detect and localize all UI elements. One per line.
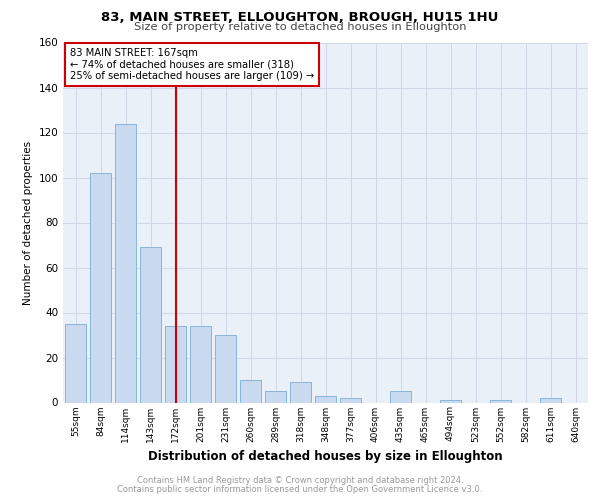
Bar bbox=[290, 382, 311, 402]
Bar bbox=[215, 335, 236, 402]
X-axis label: Distribution of detached houses by size in Elloughton: Distribution of detached houses by size … bbox=[148, 450, 503, 463]
Bar bbox=[490, 400, 511, 402]
Bar bbox=[190, 326, 211, 402]
Bar bbox=[315, 396, 336, 402]
Text: Contains public sector information licensed under the Open Government Licence v3: Contains public sector information licen… bbox=[118, 484, 482, 494]
Bar bbox=[140, 247, 161, 402]
Bar bbox=[115, 124, 136, 402]
Bar bbox=[65, 324, 86, 402]
Bar bbox=[165, 326, 186, 402]
Bar bbox=[540, 398, 561, 402]
Text: 83 MAIN STREET: 167sqm
← 74% of detached houses are smaller (318)
25% of semi-de: 83 MAIN STREET: 167sqm ← 74% of detached… bbox=[70, 48, 314, 81]
Bar bbox=[265, 391, 286, 402]
Text: Contains HM Land Registry data © Crown copyright and database right 2024.: Contains HM Land Registry data © Crown c… bbox=[137, 476, 463, 485]
Text: 83, MAIN STREET, ELLOUGHTON, BROUGH, HU15 1HU: 83, MAIN STREET, ELLOUGHTON, BROUGH, HU1… bbox=[101, 11, 499, 24]
Bar bbox=[390, 391, 411, 402]
Bar bbox=[240, 380, 261, 402]
Text: Size of property relative to detached houses in Elloughton: Size of property relative to detached ho… bbox=[134, 22, 466, 32]
Bar bbox=[440, 400, 461, 402]
Y-axis label: Number of detached properties: Number of detached properties bbox=[23, 140, 33, 304]
Bar bbox=[90, 173, 111, 402]
Bar bbox=[340, 398, 361, 402]
